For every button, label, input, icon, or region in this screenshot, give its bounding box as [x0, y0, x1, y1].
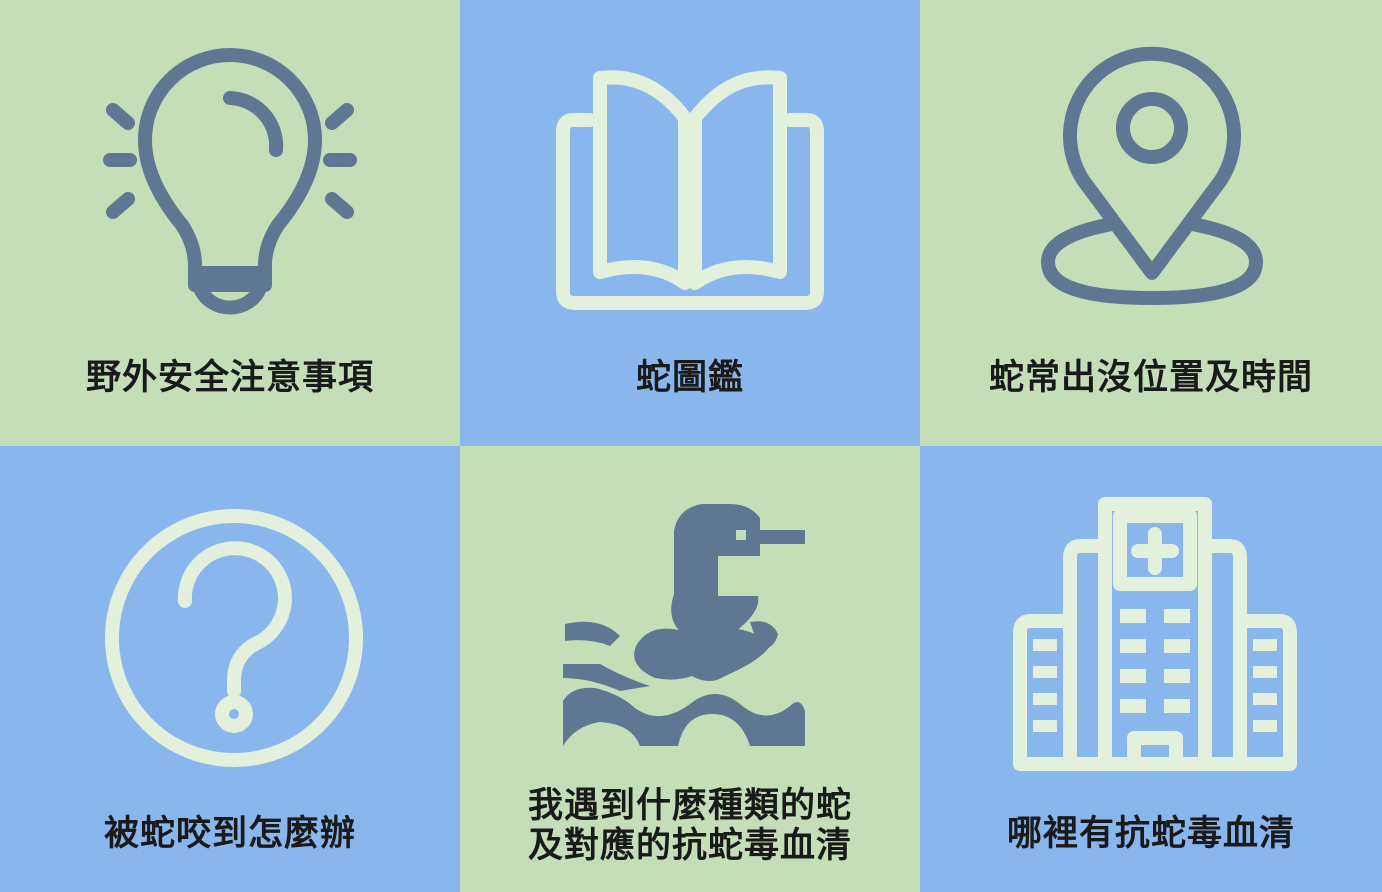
tile-safety-tips[interactable]: 野外安全注意事項: [0, 0, 460, 446]
map-pin-icon: [1041, 46, 1263, 305]
lightbulb-icon: [103, 48, 357, 315]
tile-label: 哪裡有抗蛇毒血清: [1006, 814, 1295, 854]
tile-label: 蛇常出沒位置及時間: [988, 358, 1313, 398]
tile-bite-help[interactable]: 被蛇咬到怎麼辦: [0, 446, 460, 892]
tile-species-antivenom[interactable]: 我遇到什麼種類的蛇 及對應的抗蛇毒血清: [460, 446, 920, 892]
hospital-icon: [1013, 497, 1297, 771]
tile-locations-times[interactable]: 蛇常出沒位置及時間: [920, 0, 1382, 446]
tile-antivenom-locations[interactable]: 哪裡有抗蛇毒血清: [920, 446, 1382, 892]
open-book-icon: [556, 70, 824, 310]
tile-label-line1: 我遇到什麼種類的蛇: [527, 786, 852, 826]
tile-label-line2: 及對應的抗蛇毒血清: [527, 826, 852, 866]
tile-label: 野外安全注意事項: [85, 358, 374, 398]
tile-label: 被蛇咬到怎麼辦: [103, 814, 356, 854]
tile-snake-guide[interactable]: 蛇圖鑑: [460, 0, 920, 446]
snake-icon: [563, 504, 805, 746]
question-circle-icon: [105, 509, 363, 767]
tile-label: 蛇圖鑑: [635, 358, 744, 398]
